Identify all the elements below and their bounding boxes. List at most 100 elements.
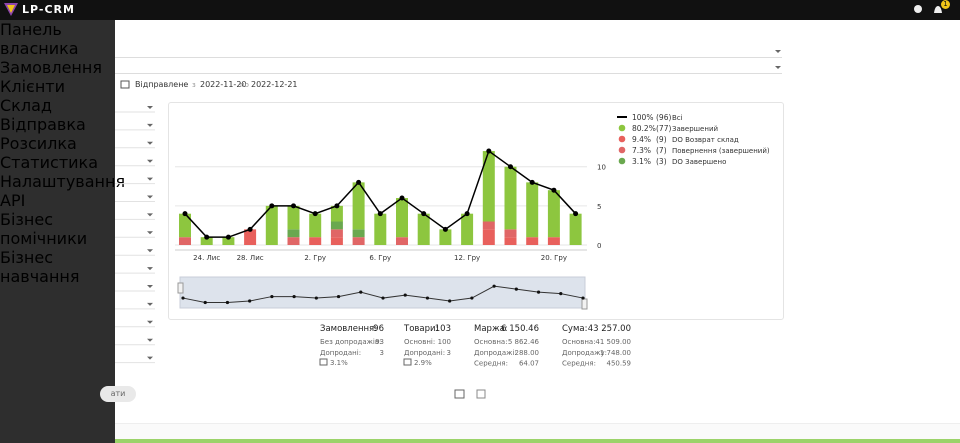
bar-segment (352, 182, 365, 230)
summary-value: 103 (435, 324, 451, 334)
menu-item[interactable]: Панель власника (0, 20, 115, 58)
menu-item[interactable]: Бізнес помічники (0, 210, 115, 248)
x-tick-label: 6. Гру (369, 254, 391, 262)
summary-row-label: Середня: (562, 360, 596, 368)
summary-row-value: 288.00 (515, 349, 540, 357)
line-point (334, 203, 340, 209)
line-point (486, 148, 492, 154)
navigator-point (403, 293, 407, 297)
dropdown-arrow (775, 66, 781, 69)
navigator-handle (581, 298, 588, 310)
date-from[interactable]: 2022-11-20 (200, 80, 247, 89)
select-field[interactable] (115, 57, 782, 58)
navigator-point (514, 287, 518, 291)
menu-item[interactable]: Статистика (0, 153, 115, 172)
bar-segment (374, 213, 387, 245)
bar-segment (504, 237, 517, 245)
x-tick-label: 24. Лис (193, 254, 220, 262)
dropdown-arrow (147, 338, 153, 342)
sidebar: Панель власника Замовлення Клієнти Склад Від… (0, 20, 125, 443)
navigator-point (470, 296, 474, 300)
menu-item[interactable]: Склад (0, 96, 115, 115)
line-point (464, 211, 470, 217)
legend-name: Всі (672, 114, 683, 122)
dropdown-arrow (147, 123, 153, 127)
x-tick-label: 20. Гру (541, 254, 567, 262)
select-field[interactable] (115, 73, 782, 74)
navigator-point (248, 299, 252, 303)
navigator-point (336, 294, 341, 299)
bar-segment (547, 190, 560, 238)
bar-segment (309, 237, 322, 245)
navigator-point (536, 290, 541, 294)
date-to[interactable]: 2022-12-21 (251, 80, 298, 89)
bar-segment (179, 237, 191, 245)
dropdown-arrow (147, 285, 153, 288)
summary-title: Замовлення: (320, 324, 377, 334)
line-point (421, 211, 427, 217)
legend-name: DO Завершено (672, 158, 726, 166)
calendar-icon[interactable] (120, 79, 130, 89)
summary-row-value: 1 748.00 (600, 349, 631, 357)
navigator (179, 276, 586, 309)
line-point (247, 226, 253, 232)
line-point (182, 211, 188, 217)
menu-item[interactable]: Клієнти (0, 77, 115, 96)
line-point (356, 179, 362, 185)
bar-segment (461, 213, 474, 245)
to-label: по (240, 81, 249, 89)
box-icon (476, 389, 486, 399)
y-tick-label: 10 (597, 164, 606, 172)
logo[interactable]: LP-CRM (22, 3, 75, 16)
legend-share: 9.4% (632, 135, 651, 144)
menu-item[interactable]: Замовлення (0, 58, 115, 77)
note-icon (403, 358, 412, 366)
summary-row-value: 3 (447, 349, 451, 357)
summary-title: Сума: (562, 324, 587, 334)
menu-item[interactable]: Налаштування (0, 172, 125, 191)
legend-count: (7) (656, 146, 667, 155)
summary-note: 2.9% (414, 359, 432, 367)
line-point (291, 203, 296, 209)
date-type[interactable]: Відправлене (135, 80, 189, 89)
navigator-handle (177, 282, 184, 294)
bell-icon[interactable] (932, 3, 944, 16)
bar-segment (179, 213, 191, 238)
line-point (442, 226, 448, 232)
menu-label: Налаштування (0, 172, 126, 191)
dropdown-arrow (147, 267, 153, 271)
summary-row-value: 5 862.46 (508, 338, 540, 346)
menu-item[interactable]: Бізнес навчання (0, 248, 115, 286)
dropdown-arrow (147, 213, 153, 217)
bar-segment (287, 229, 300, 238)
summary-row-value: 100 (438, 338, 451, 346)
legend-count: (77) (656, 124, 671, 133)
bar-segment (352, 229, 365, 238)
dropdown-arrow (147, 320, 153, 324)
summary-note: 3.1% (330, 359, 348, 367)
menu-item[interactable]: Розсилка (0, 134, 115, 153)
bar-segment (504, 166, 517, 230)
bar-segment (244, 229, 257, 245)
user-icon[interactable] (912, 4, 924, 16)
bar-segment (352, 237, 365, 245)
navigator-point (425, 296, 430, 300)
line-point (377, 211, 383, 217)
bar-segment (396, 237, 408, 245)
line-point (399, 195, 405, 201)
line-point (529, 179, 535, 185)
note-icon (319, 358, 328, 366)
menu-item[interactable]: API (0, 191, 115, 210)
summary-row-label: Допродажу: (562, 349, 607, 357)
legend-dot (618, 135, 626, 143)
menu-item[interactable]: Відправка (0, 115, 115, 134)
menu-label: API (0, 191, 26, 210)
navigator-point (381, 296, 385, 300)
summary-title: Маржа: (474, 324, 508, 334)
summary-value: 43 257.00 (588, 324, 631, 334)
bar-segment (309, 213, 322, 238)
summary-title: Товари: (403, 324, 438, 334)
button[interactable]: ати (100, 386, 136, 402)
